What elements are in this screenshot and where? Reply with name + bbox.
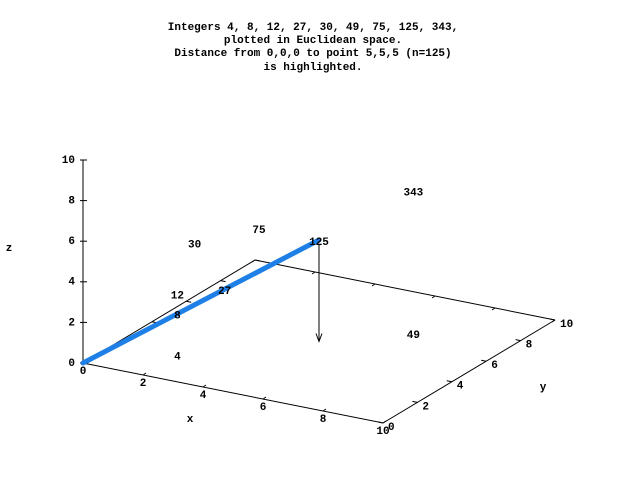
x-tick-label: 0 [80,366,87,378]
x-tick-label: 6 [260,402,267,414]
y-tick-label: 0 [388,422,395,434]
y-tick [515,339,521,342]
x-tick [431,295,436,299]
x-tick-label: 10 [376,426,389,438]
x-tick [322,408,327,412]
point-label: 49 [407,330,420,342]
point-label: 4 [174,351,181,363]
base-edge [254,259,556,321]
y-tick-label: 2 [422,401,429,413]
y-tick-label: 10 [560,319,573,331]
y-tick-label: 8 [526,340,533,352]
point-label: 8 [174,311,181,323]
arrow-head [315,333,323,343]
x-tick [262,396,267,400]
y-tick [446,380,452,383]
x-tick-label: 4 [200,390,207,402]
point-label: 125 [309,237,329,249]
x-axis-label: x [187,414,194,426]
x-tick [142,372,147,376]
x-tick-label: 2 [140,378,147,390]
x-tick [371,283,376,287]
x-tick [202,384,207,388]
y-tick [549,318,556,321]
x-tick-label: 8 [320,414,327,426]
x-tick [311,271,316,275]
point-label: 12 [171,290,184,302]
z-tick-label: 4 [68,277,75,289]
y-tick-label: 6 [491,360,498,372]
y-tick [481,359,487,362]
x-axis [82,362,384,424]
y-tick [254,259,261,262]
highlight-line [80,237,322,366]
y-tick-label: 4 [457,381,464,393]
y-axis-label: y [540,382,547,394]
y-axis [382,319,556,424]
z-tick-label: 0 [68,358,75,370]
point-label: 75 [252,225,266,237]
x-tick [491,307,496,311]
z-tick-label: 10 [62,155,75,167]
y-tick [186,300,192,303]
x-tick [251,259,256,263]
z-tick-label: 8 [68,196,75,208]
chart-title: Distance from 0,0,0 to point 5,5,5 (n=12… [174,48,451,60]
point-label: 343 [403,188,423,200]
y-tick [377,421,384,424]
x-tick [382,420,387,424]
chart-title: Integers 4, 8, 12, 27, 30, 49, 75, 125, … [168,22,458,34]
chart-title: plotted in Euclidean space. [224,35,402,47]
point-label: 27 [218,286,231,298]
z-axis-label: z [6,243,13,255]
z-tick-label: 2 [68,317,75,329]
point-label: 30 [188,240,201,252]
y-tick [412,400,418,403]
z-tick-label: 6 [68,236,75,248]
y-tick [220,280,226,283]
chart-title: is highlighted. [263,62,362,74]
